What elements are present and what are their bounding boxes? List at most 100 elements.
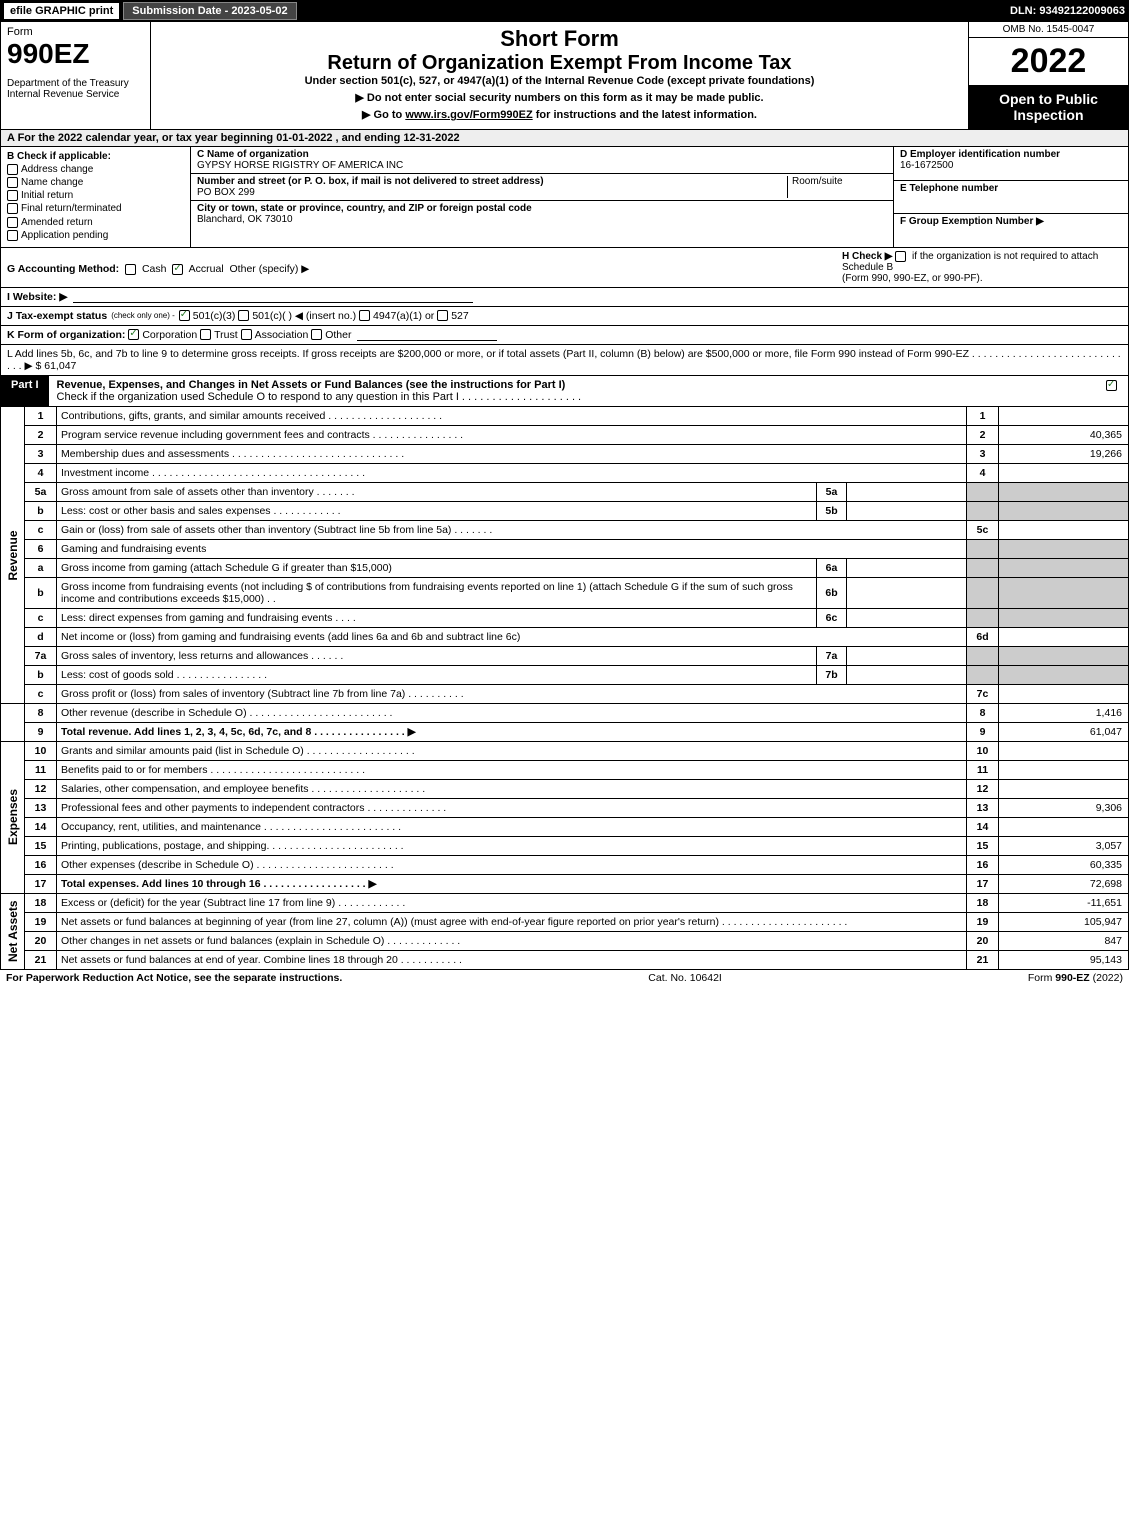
label-accounting: G Accounting Method: — [7, 263, 119, 275]
line-num: b — [25, 577, 57, 608]
line-desc: Professional fees and other payments to … — [57, 798, 967, 817]
line-num: 11 — [25, 760, 57, 779]
section-b-to-f: B Check if applicable: Address change Na… — [0, 147, 1129, 248]
checkbox-cash[interactable] — [125, 264, 136, 275]
line-num: 13 — [25, 798, 57, 817]
open-inspection: Open to Public Inspection — [969, 85, 1128, 129]
box-shade — [967, 577, 999, 608]
row-g-h: G Accounting Method: Cash Accrual Other … — [0, 248, 1129, 288]
submission-date-badge: Submission Date - 2023-05-02 — [123, 2, 296, 20]
line-desc: Less: cost of goods sold . . . . . . . .… — [57, 665, 817, 684]
side-expenses: Expenses — [1, 741, 25, 893]
line-num: 1 — [25, 407, 57, 426]
line-desc: Gross income from gaming (attach Schedul… — [57, 558, 817, 577]
line-desc: Benefits paid to or for members . . . . … — [57, 760, 967, 779]
footer-cat: Cat. No. 10642I — [648, 972, 722, 984]
checkbox-4947[interactable] — [359, 310, 370, 321]
check-amended[interactable]: Amended return — [7, 217, 184, 228]
side-net-assets: Net Assets — [1, 893, 25, 969]
ein: 16-1672500 — [900, 160, 953, 171]
irs-link[interactable]: www.irs.gov/Form990EZ — [405, 109, 532, 121]
line-desc: Gross profit or (loss) from sales of inv… — [57, 684, 967, 703]
box-num: 13 — [967, 798, 999, 817]
sub-val — [847, 646, 967, 665]
checkbox-trust[interactable] — [200, 329, 211, 340]
checkbox-accrual[interactable] — [172, 264, 183, 275]
footer-form: Form 990-EZ (2022) — [1028, 972, 1123, 984]
checkbox-icon[interactable] — [7, 177, 18, 188]
org-address: PO BOX 299 — [197, 187, 255, 198]
irs: Internal Revenue Service — [7, 89, 144, 100]
box-shade — [967, 539, 999, 558]
box-val: 95,143 — [999, 950, 1129, 969]
box-val — [999, 779, 1129, 798]
checkbox-501c3[interactable] — [179, 310, 190, 321]
part-tag: Part I — [1, 376, 49, 406]
label-group-exemption: F Group Exemption Number ▶ — [900, 216, 1044, 227]
box-num: 11 — [967, 760, 999, 779]
checkbox-assoc[interactable] — [241, 329, 252, 340]
line-num: 6 — [25, 539, 57, 558]
line-desc: Gross income from fundraising events (no… — [57, 577, 817, 608]
line-desc: Other revenue (describe in Schedule O) .… — [57, 703, 967, 722]
checkbox-icon[interactable] — [7, 203, 18, 214]
box-shade — [999, 501, 1129, 520]
checkbox-527[interactable] — [437, 310, 448, 321]
checkbox-icon[interactable] — [7, 230, 18, 241]
checkbox-schedule-o[interactable] — [1106, 380, 1117, 391]
box-shade — [967, 501, 999, 520]
line-num: 9 — [25, 722, 57, 741]
label-phone: E Telephone number — [900, 183, 998, 194]
check-final[interactable]: Final return/terminated — [7, 203, 184, 214]
box-num: 10 — [967, 741, 999, 760]
checkbox-icon[interactable] — [7, 190, 18, 201]
box-shade — [999, 646, 1129, 665]
box-num: 6d — [967, 627, 999, 646]
row-k: K Form of organization: Corporation Trus… — [0, 326, 1129, 345]
box-b: B Check if applicable: Address change Na… — [1, 147, 191, 247]
line-desc: Less: direct expenses from gaming and fu… — [57, 608, 817, 627]
box-num: 5c — [967, 520, 999, 539]
line-num: 4 — [25, 463, 57, 482]
box-shade — [999, 665, 1129, 684]
label-j: J Tax-exempt status — [7, 310, 107, 322]
label-website: I Website: ▶ — [7, 291, 67, 303]
box-val: 60,335 — [999, 855, 1129, 874]
checkbox-icon[interactable] — [7, 164, 18, 175]
checkbox-icon[interactable] — [7, 217, 18, 228]
box-val: 40,365 — [999, 425, 1129, 444]
line-num: 10 — [25, 741, 57, 760]
line-num: 14 — [25, 817, 57, 836]
check-name[interactable]: Name change — [7, 177, 184, 188]
check-initial[interactable]: Initial return — [7, 190, 184, 201]
box-num: 14 — [967, 817, 999, 836]
box-val — [999, 520, 1129, 539]
line-num: c — [25, 520, 57, 539]
line-num: 16 — [25, 855, 57, 874]
checkbox-other[interactable] — [311, 329, 322, 340]
side-revenue: Revenue — [1, 407, 25, 704]
efile-print-button[interactable]: efile GRAPHIC print — [4, 3, 119, 19]
row-j: J Tax-exempt status (check only one) - 5… — [0, 307, 1129, 326]
checkbox-corp[interactable] — [128, 329, 139, 340]
box-num: 18 — [967, 893, 999, 912]
row-a: A For the 2022 calendar year, or tax yea… — [0, 130, 1129, 147]
checkbox-h[interactable] — [895, 251, 906, 262]
box-val — [999, 627, 1129, 646]
box-shade — [967, 646, 999, 665]
check-address[interactable]: Address change — [7, 164, 184, 175]
box-num: 20 — [967, 931, 999, 950]
line-num: 12 — [25, 779, 57, 798]
sub-val — [847, 665, 967, 684]
sub-val — [847, 577, 967, 608]
checkbox-501c[interactable] — [238, 310, 249, 321]
box-val: 72,698 — [999, 874, 1129, 893]
box-val — [999, 463, 1129, 482]
check-pending[interactable]: Application pending — [7, 230, 184, 241]
box-num: 17 — [967, 874, 999, 893]
line-desc: Excess or (deficit) for the year (Subtra… — [57, 893, 967, 912]
omb-number: OMB No. 1545-0047 — [969, 22, 1128, 38]
line-desc: Total revenue. Add lines 1, 2, 3, 4, 5c,… — [57, 722, 967, 741]
sub-val — [847, 501, 967, 520]
box-num: 3 — [967, 444, 999, 463]
